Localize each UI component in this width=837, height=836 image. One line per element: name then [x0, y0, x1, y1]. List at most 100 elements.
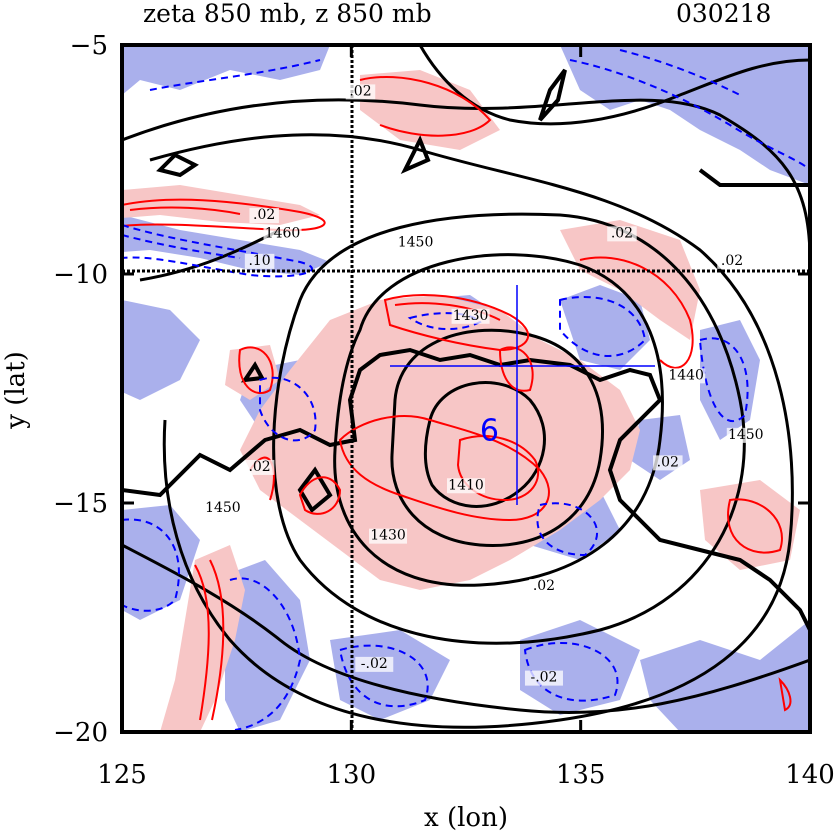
- vorticity-contour-label: .02: [533, 578, 555, 594]
- vorticity-contour-label-background: [345, 84, 376, 100]
- vorticity-contour-label-background: [607, 226, 637, 242]
- reference-lines: [122, 45, 810, 732]
- vorticity-contour-label-background: [244, 459, 275, 475]
- vorticity-contour-label: -.02: [530, 670, 557, 686]
- plot-content: 1410 1430 1440 1450 1450 1450 1460 1430 .02 .02.…: [122, 45, 810, 732]
- height-contour-1430: [390, 328, 604, 548]
- vorticity-contour-label-background: [244, 253, 275, 269]
- vorticity-contour-labels: .02 .02 .02 .02 .02 .02 .02 -.02 -.02 .10: [244, 83, 747, 686]
- neg-region: [560, 45, 810, 185]
- pos-contour: [298, 476, 342, 515]
- neg-region: [122, 505, 200, 620]
- coastline: [122, 68, 810, 631]
- height-contour-label-background: [263, 226, 302, 242]
- neg-contour: [122, 234, 241, 259]
- pos-contour: [194, 559, 225, 721]
- height-contour-label-background: [726, 427, 765, 443]
- x-tick-label: 130: [327, 760, 377, 790]
- vorticity-contour-label-background: [717, 253, 747, 269]
- pos-region: [240, 295, 640, 590]
- y-tick-label: −10: [53, 260, 108, 290]
- vorticity-contour-label: .02: [253, 207, 275, 223]
- neg-region: [330, 630, 450, 720]
- height-contour-outer: [122, 543, 810, 715]
- neg-contour: [259, 376, 317, 442]
- vorticity-contour-label: .10: [248, 253, 270, 269]
- height-contour-label-background: [369, 528, 408, 544]
- vorticity-contour-label: .02: [349, 83, 371, 99]
- height-contour-labels: 1410 1430 1440 1450 1450 1450 1460 1430: [203, 225, 765, 544]
- neg-contour: [619, 49, 741, 96]
- neg-contour: [536, 502, 598, 557]
- pos-contour: [394, 302, 501, 321]
- vorticity-contour-label: .02: [657, 454, 679, 470]
- pos-contour: [122, 198, 326, 232]
- height-contour-label-background: [203, 501, 242, 517]
- coastline-path: [538, 68, 567, 122]
- x-axis: 125 130 135 140: [97, 45, 835, 790]
- x-axis-label: x (lon): [424, 803, 508, 833]
- height-contour-label-background: [667, 368, 706, 384]
- y-axis-label: y (lat): [1, 351, 31, 430]
- neg-contour: [122, 224, 313, 278]
- neg-contour: [338, 644, 429, 708]
- neg-contour: [122, 518, 180, 612]
- vorticity-contour-label-background: [249, 208, 279, 224]
- y-tick-label: −15: [53, 489, 108, 519]
- neg-contour: [569, 59, 810, 171]
- y-axis: −5 −10 −15 −20: [53, 31, 810, 748]
- neg-region: [640, 620, 810, 732]
- coastline-path: [156, 152, 199, 178]
- x-tick-label: 140: [785, 760, 835, 790]
- y-tick-label: −5: [70, 31, 108, 61]
- pos-contour: [359, 76, 492, 137]
- neg-region: [122, 300, 200, 400]
- neg-region: [122, 45, 330, 95]
- pos-contour: [238, 346, 274, 395]
- vorticity-contour-label: .02: [721, 253, 743, 269]
- pos-region: [560, 220, 700, 340]
- coastline-path: [240, 361, 266, 383]
- vorticity-contour-label: .02: [248, 459, 270, 475]
- negative-vorticity-contours: [122, 49, 810, 731]
- coastline-path: [297, 466, 333, 514]
- neg-contour: [559, 295, 647, 357]
- coastline-path: [400, 135, 431, 175]
- height-contour-label-background: [451, 308, 490, 324]
- height-contour-label-background: [447, 478, 485, 494]
- height-contour-label: 1450: [205, 500, 241, 516]
- height-contour-label: 1450: [728, 427, 764, 443]
- vorticity-contour-label-background: [653, 455, 683, 471]
- height-contour-label: 1440: [668, 367, 704, 383]
- height-contour-label: 1410: [448, 477, 484, 493]
- pos-contour: [579, 256, 694, 369]
- y-tick-label: −20: [53, 718, 108, 748]
- height-contour-label: 1450: [398, 235, 434, 251]
- vorticity-contour-label-background: [529, 579, 559, 595]
- storm-track: [390, 285, 655, 505]
- pos-contour: [383, 294, 530, 352]
- pos-region: [160, 545, 245, 732]
- height-contour-1450: [272, 212, 746, 645]
- x-tick-label: 135: [556, 760, 606, 790]
- height-contour-1440: [333, 253, 664, 587]
- neg-contour: [698, 337, 749, 422]
- storm-center-marker: 6: [480, 414, 499, 449]
- pos-contour: [778, 677, 792, 712]
- pos-contour: [338, 415, 550, 522]
- height-contour-north: [418, 45, 810, 126]
- x-tick-label: 125: [97, 760, 147, 790]
- neg-contour: [229, 577, 302, 731]
- pos-region: [700, 480, 800, 570]
- title-left: zeta 850 mb, z 850 mb: [143, 0, 432, 28]
- height-contour-1410: [423, 381, 546, 508]
- vorticity-contour-label-background: [524, 670, 563, 686]
- title-right: 030218: [676, 0, 771, 28]
- height-contour-label: 1430: [453, 308, 489, 324]
- neg-contour: [149, 59, 321, 91]
- coastline-path: [122, 347, 810, 631]
- height-contour-label-background: [396, 235, 435, 251]
- neg-region: [122, 215, 330, 275]
- pos-contour: [727, 498, 783, 554]
